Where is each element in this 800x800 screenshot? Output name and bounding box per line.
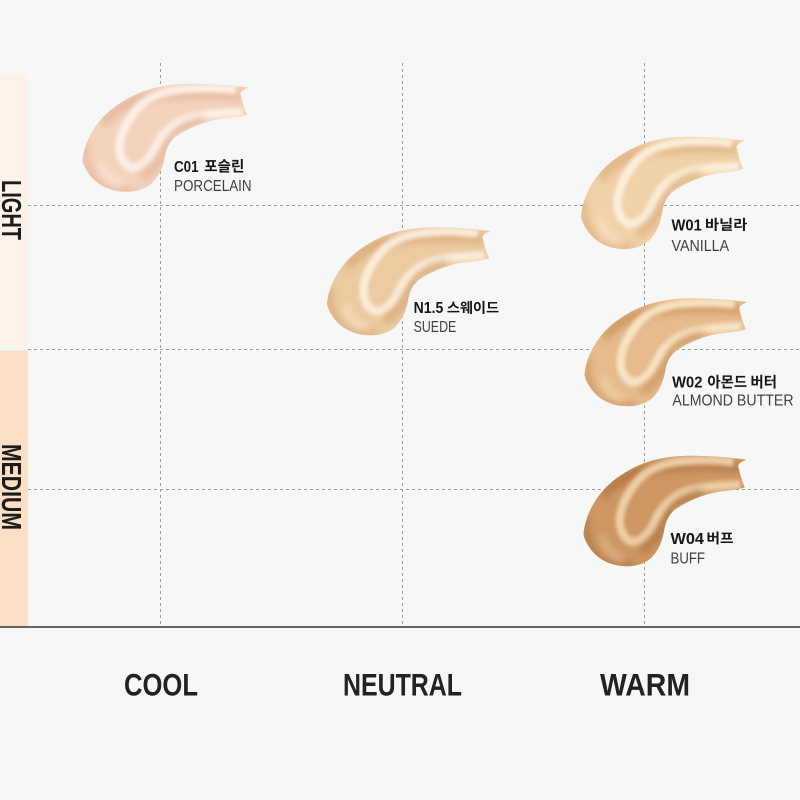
svg-text:VANILLA: VANILLA [672, 238, 730, 255]
svg-text:C01: C01 [174, 159, 199, 176]
svg-text:W01: W01 [672, 217, 702, 234]
svg-text:N1.5: N1.5 [414, 300, 444, 317]
svg-text:SUEDE: SUEDE [414, 319, 457, 336]
svg-text:COOL: COOL [124, 667, 198, 703]
svg-text:PORCELAIN: PORCELAIN [174, 178, 252, 195]
svg-text:W02: W02 [672, 374, 702, 391]
svg-text:ALMOND BUTTER: ALMOND BUTTER [672, 393, 793, 410]
svg-text:BUFF: BUFF [671, 551, 706, 568]
svg-text:W04: W04 [671, 531, 705, 548]
svg-text:WARM: WARM [600, 667, 690, 703]
svg-text:MEDIUM: MEDIUM [0, 444, 27, 530]
svg-text:NEUTRAL: NEUTRAL [343, 667, 462, 703]
svg-text:LIGHT: LIGHT [0, 180, 27, 240]
